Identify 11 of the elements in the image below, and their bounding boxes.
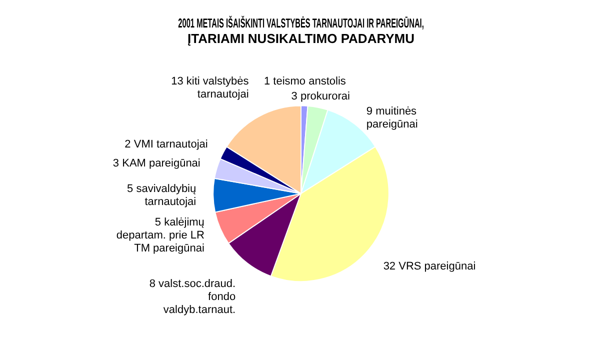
slice-label: 3 KAM pareigūnai: [112, 157, 200, 170]
slice-label: 2 VMI tarnautojai: [124, 138, 208, 150]
chart-title: 2001 METAIS IŠAIŠKINTI VALSTYBĖS TARNAUTOJAI IR PAREIGŪNAI, ĮTARIAMI NUSIKALTIMO PADARYMU: [178, 15, 424, 46]
slice-label: 3 prokurorai: [291, 90, 350, 102]
slice-label: 13 kiti valstybės tarnautojai: [171, 75, 250, 100]
slice-label: 1 teismo anstolis: [264, 75, 346, 88]
slice-label: 5 kalėjimų departam. prie LR TM pareigūnai: [116, 216, 204, 255]
slice-label: 8 valst.soc.draud. fondo valdyb.tarnaut.: [149, 278, 236, 316]
slice-label: 9 muitinės pareigūnai: [366, 105, 418, 130]
slice-label: 32 VRS pareigūnai: [383, 260, 476, 273]
slice-label: 5 savivaldybių tarnautojai: [127, 183, 196, 208]
